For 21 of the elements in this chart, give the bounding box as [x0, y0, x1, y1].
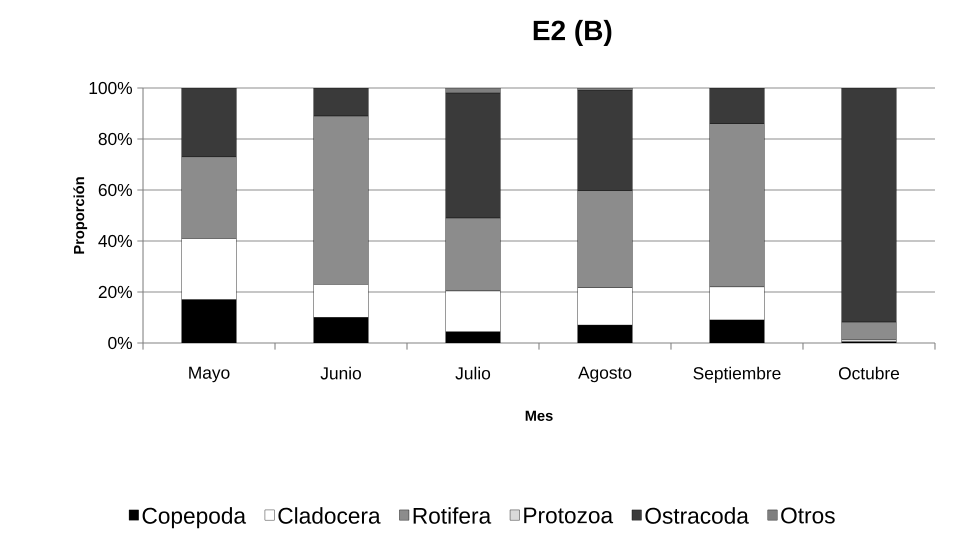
x-tick-label: Agosto: [578, 366, 632, 382]
y-tick-label: 60%: [98, 184, 132, 196]
y-tick-label: 20%: [98, 286, 132, 298]
legend-label: Copepoda: [142, 507, 246, 528]
legend-label: Cladocera: [278, 507, 381, 524]
x-tick-label: Julio: [455, 366, 490, 380]
y-tick-label: 100%: [90, 82, 132, 94]
y-tick-label: 0%: [108, 336, 132, 350]
legend-label: Ostracoda: [645, 507, 749, 524]
legend-label: Protozoa: [524, 508, 614, 524]
legend-label: Otros: [781, 507, 835, 524]
legend-label: Rotifera: [414, 507, 492, 524]
x-tick-label: Septiembre: [693, 366, 781, 383]
x-tick-label: Mayo: [189, 366, 230, 382]
y-tick-label: 40%: [98, 234, 132, 248]
y-axis-title: Proporción: [73, 177, 88, 254]
x-axis-title: Mes: [526, 410, 553, 421]
x-tick-label: Junio: [320, 366, 361, 380]
chart-title: E2 (B): [534, 20, 612, 46]
y-tick-label: 80%: [98, 132, 132, 146]
x-tick-label: Octubre: [838, 366, 900, 380]
